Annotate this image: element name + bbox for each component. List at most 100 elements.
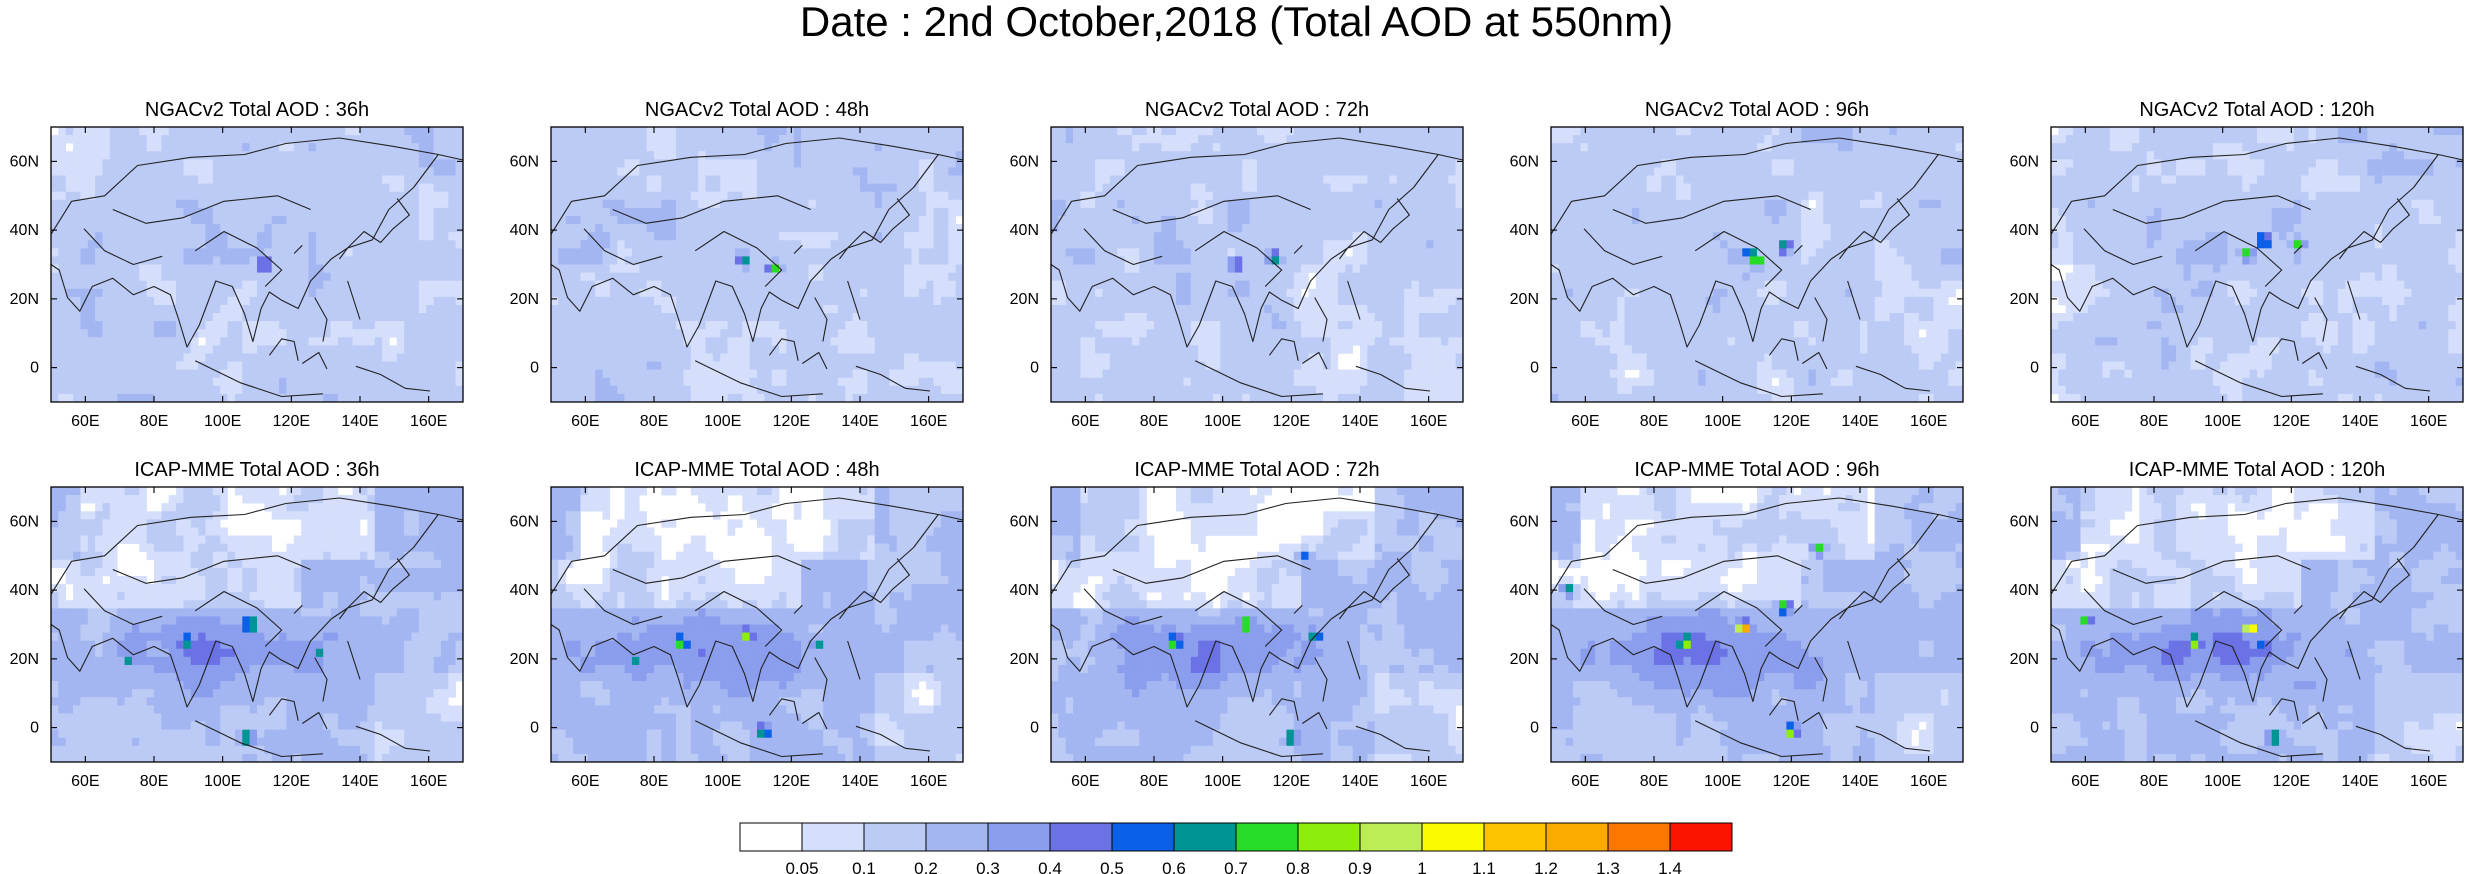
aod-cell bbox=[926, 353, 934, 362]
aod-cell bbox=[1198, 167, 1206, 176]
aod-cell bbox=[1190, 199, 1199, 209]
aod-cell bbox=[80, 377, 89, 387]
aod-cell bbox=[242, 248, 250, 257]
aod-cell bbox=[933, 264, 942, 273]
aod-cell bbox=[698, 337, 706, 346]
aod-cell bbox=[698, 224, 706, 233]
aod-cell bbox=[1205, 280, 1214, 290]
aod-cell bbox=[279, 175, 287, 184]
aod-cell bbox=[705, 361, 714, 370]
aod-cell bbox=[1124, 232, 1133, 241]
aod-cell bbox=[183, 127, 192, 136]
aod-cell bbox=[131, 393, 140, 403]
aod-cell bbox=[727, 175, 736, 184]
aod-cell bbox=[323, 361, 331, 370]
aod-cell bbox=[661, 393, 670, 403]
aod-cell bbox=[227, 361, 236, 370]
aod-cell bbox=[433, 207, 442, 217]
aod-cell bbox=[242, 224, 250, 233]
aod-cell bbox=[117, 167, 125, 176]
aod-cell bbox=[1139, 256, 1147, 265]
aod-cell bbox=[455, 167, 464, 176]
aod-cell bbox=[301, 377, 309, 387]
aod-cell bbox=[1257, 207, 1265, 217]
aod-cell bbox=[1301, 199, 1309, 209]
aod-cell bbox=[1102, 143, 1111, 152]
aod-cell bbox=[727, 345, 736, 354]
aod-cell bbox=[440, 175, 449, 184]
aod-cell bbox=[1065, 151, 1074, 160]
aod-cell bbox=[1058, 175, 1067, 184]
aod-cell bbox=[418, 127, 427, 136]
aod-cell bbox=[786, 377, 795, 387]
aod-cell bbox=[418, 151, 427, 160]
aod-cell bbox=[742, 361, 750, 370]
aod-cell bbox=[823, 393, 831, 403]
aod-cell bbox=[698, 159, 706, 168]
aod-cell bbox=[1337, 159, 1346, 168]
aod-cell bbox=[80, 143, 89, 152]
aod-cell bbox=[198, 159, 206, 168]
aod-cell bbox=[1418, 143, 1427, 152]
aod-cell bbox=[808, 135, 817, 144]
aod-cell bbox=[58, 393, 67, 403]
aod-cell bbox=[418, 232, 427, 241]
aod-cell bbox=[374, 135, 383, 144]
aod-cell bbox=[382, 199, 390, 209]
aod-cell bbox=[757, 393, 765, 403]
aod-cell bbox=[690, 304, 699, 314]
aod-cell bbox=[426, 361, 434, 370]
aod-cell bbox=[595, 167, 603, 176]
aod-cell bbox=[257, 329, 265, 338]
aod-cell bbox=[1212, 224, 1221, 233]
aod-cell bbox=[1264, 159, 1273, 168]
aod-cell bbox=[102, 361, 111, 370]
aod-cell bbox=[565, 353, 574, 362]
aod-cell bbox=[587, 304, 596, 314]
aod-cell bbox=[1352, 159, 1361, 168]
aod-cell bbox=[1337, 143, 1346, 152]
aod-cell bbox=[940, 280, 949, 290]
aod-cell bbox=[389, 167, 398, 176]
aod-cell bbox=[293, 369, 302, 379]
aod-cell bbox=[249, 191, 258, 201]
aod-cell bbox=[896, 393, 905, 403]
aod-cell bbox=[1087, 215, 1096, 225]
aod-cell bbox=[727, 167, 736, 176]
aod-cell bbox=[712, 329, 721, 338]
aod-cell bbox=[609, 143, 618, 152]
aod-cell bbox=[264, 159, 273, 168]
aod-cell bbox=[360, 329, 368, 338]
aod-cell bbox=[448, 159, 456, 168]
aod-cell bbox=[1139, 280, 1147, 290]
aod-cell bbox=[742, 288, 750, 298]
aod-cell bbox=[257, 207, 265, 217]
aod-cell bbox=[955, 288, 964, 298]
x-tick-label: 80E bbox=[140, 413, 168, 430]
aod-cell bbox=[1286, 159, 1295, 168]
aod-cell bbox=[683, 224, 692, 233]
aod-cell bbox=[411, 304, 420, 314]
aod-cell bbox=[1426, 135, 1434, 144]
aod-cell bbox=[440, 345, 449, 354]
aod-cell bbox=[698, 353, 706, 362]
aod-cell bbox=[183, 183, 192, 193]
aod-cell bbox=[154, 345, 162, 354]
aod-cell bbox=[874, 321, 883, 330]
aod-cell bbox=[1293, 207, 1302, 217]
aod-cell bbox=[1352, 151, 1361, 160]
aod-cell bbox=[705, 232, 714, 241]
aod-cell bbox=[639, 377, 647, 387]
aod-cell bbox=[654, 224, 662, 233]
aod-cell bbox=[190, 207, 199, 217]
aod-cell bbox=[1051, 207, 1059, 217]
aod-cell bbox=[1146, 191, 1155, 201]
aod-cell bbox=[1279, 183, 1287, 193]
aod-cell bbox=[1433, 232, 1442, 241]
aod-cell bbox=[176, 313, 184, 322]
aod-cell bbox=[1293, 135, 1302, 144]
aod-cell bbox=[404, 288, 412, 298]
aod-cell bbox=[860, 135, 868, 144]
aod-cell bbox=[433, 199, 442, 209]
aod-cell bbox=[80, 199, 89, 209]
